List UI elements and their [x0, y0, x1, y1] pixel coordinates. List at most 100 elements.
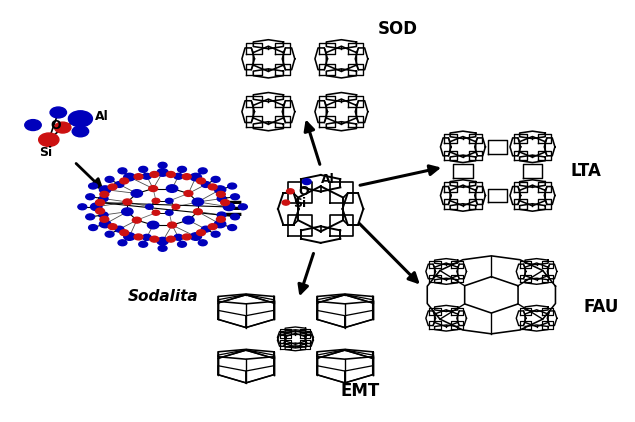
Circle shape [115, 226, 124, 232]
Circle shape [217, 216, 225, 222]
Circle shape [182, 174, 191, 180]
Circle shape [149, 186, 157, 192]
Circle shape [100, 192, 109, 197]
Circle shape [124, 233, 135, 240]
Circle shape [228, 183, 237, 189]
Circle shape [124, 173, 135, 181]
Circle shape [122, 208, 133, 216]
Circle shape [89, 225, 98, 230]
Circle shape [231, 214, 239, 220]
Circle shape [99, 196, 108, 202]
Circle shape [217, 192, 225, 197]
Circle shape [201, 226, 210, 232]
Circle shape [228, 225, 237, 230]
Circle shape [108, 184, 117, 190]
Circle shape [100, 220, 110, 228]
Circle shape [217, 212, 226, 218]
Circle shape [286, 189, 294, 194]
Circle shape [168, 222, 177, 228]
Circle shape [215, 220, 226, 228]
Circle shape [105, 176, 114, 182]
Circle shape [166, 236, 175, 242]
Circle shape [120, 230, 129, 235]
Circle shape [120, 178, 129, 184]
Circle shape [211, 231, 220, 237]
Circle shape [172, 204, 180, 209]
Circle shape [139, 241, 147, 247]
Circle shape [282, 200, 290, 205]
Circle shape [108, 224, 117, 230]
Circle shape [91, 203, 102, 211]
Circle shape [96, 208, 105, 214]
Circle shape [190, 173, 201, 181]
Circle shape [139, 166, 147, 172]
Circle shape [100, 186, 110, 193]
Circle shape [178, 166, 187, 172]
Circle shape [158, 246, 167, 251]
Circle shape [134, 234, 143, 240]
Circle shape [198, 168, 207, 174]
Circle shape [96, 200, 105, 206]
Circle shape [197, 230, 205, 235]
Circle shape [150, 236, 159, 242]
Circle shape [39, 133, 59, 146]
Circle shape [197, 178, 205, 184]
Circle shape [198, 240, 207, 246]
Circle shape [166, 210, 173, 215]
Circle shape [221, 200, 230, 206]
Circle shape [50, 107, 67, 118]
Circle shape [147, 221, 159, 229]
Circle shape [134, 174, 143, 180]
Text: EMT: EMT [341, 382, 380, 400]
Circle shape [115, 181, 124, 187]
Circle shape [184, 190, 193, 196]
Text: ≡: ≡ [220, 195, 244, 223]
Circle shape [178, 241, 187, 247]
Circle shape [166, 198, 173, 203]
Circle shape [72, 126, 89, 137]
Circle shape [231, 194, 239, 200]
Circle shape [132, 217, 141, 223]
Text: O: O [50, 119, 61, 132]
Circle shape [157, 237, 168, 245]
Circle shape [89, 183, 98, 189]
Circle shape [182, 234, 191, 240]
Circle shape [105, 231, 114, 237]
Circle shape [224, 203, 235, 211]
Circle shape [69, 111, 93, 127]
Circle shape [217, 196, 226, 202]
Circle shape [78, 204, 87, 210]
Circle shape [100, 216, 109, 222]
Circle shape [208, 184, 217, 190]
Circle shape [150, 171, 159, 177]
Text: Sodalita: Sodalita [127, 289, 198, 304]
Text: Si: Si [293, 197, 307, 211]
Text: SOD: SOD [378, 20, 418, 38]
Circle shape [131, 189, 142, 197]
Circle shape [96, 200, 105, 206]
Circle shape [166, 171, 175, 177]
Circle shape [215, 186, 226, 193]
Circle shape [183, 216, 194, 224]
Circle shape [166, 185, 178, 192]
Text: LTA: LTA [570, 162, 601, 180]
Circle shape [118, 240, 127, 246]
Circle shape [192, 198, 204, 206]
Circle shape [86, 214, 95, 220]
Circle shape [158, 162, 167, 168]
Circle shape [55, 122, 71, 133]
Text: Si: Si [39, 146, 53, 159]
Circle shape [302, 179, 311, 184]
Text: FAU: FAU [583, 298, 618, 316]
Circle shape [174, 173, 183, 179]
Circle shape [145, 204, 153, 209]
Text: Al: Al [95, 110, 109, 123]
Circle shape [123, 199, 132, 205]
Circle shape [194, 209, 203, 215]
Circle shape [118, 168, 127, 174]
Circle shape [201, 181, 210, 187]
Text: Al: Al [321, 173, 335, 186]
Circle shape [25, 119, 41, 130]
Circle shape [190, 233, 201, 240]
Circle shape [211, 176, 220, 182]
